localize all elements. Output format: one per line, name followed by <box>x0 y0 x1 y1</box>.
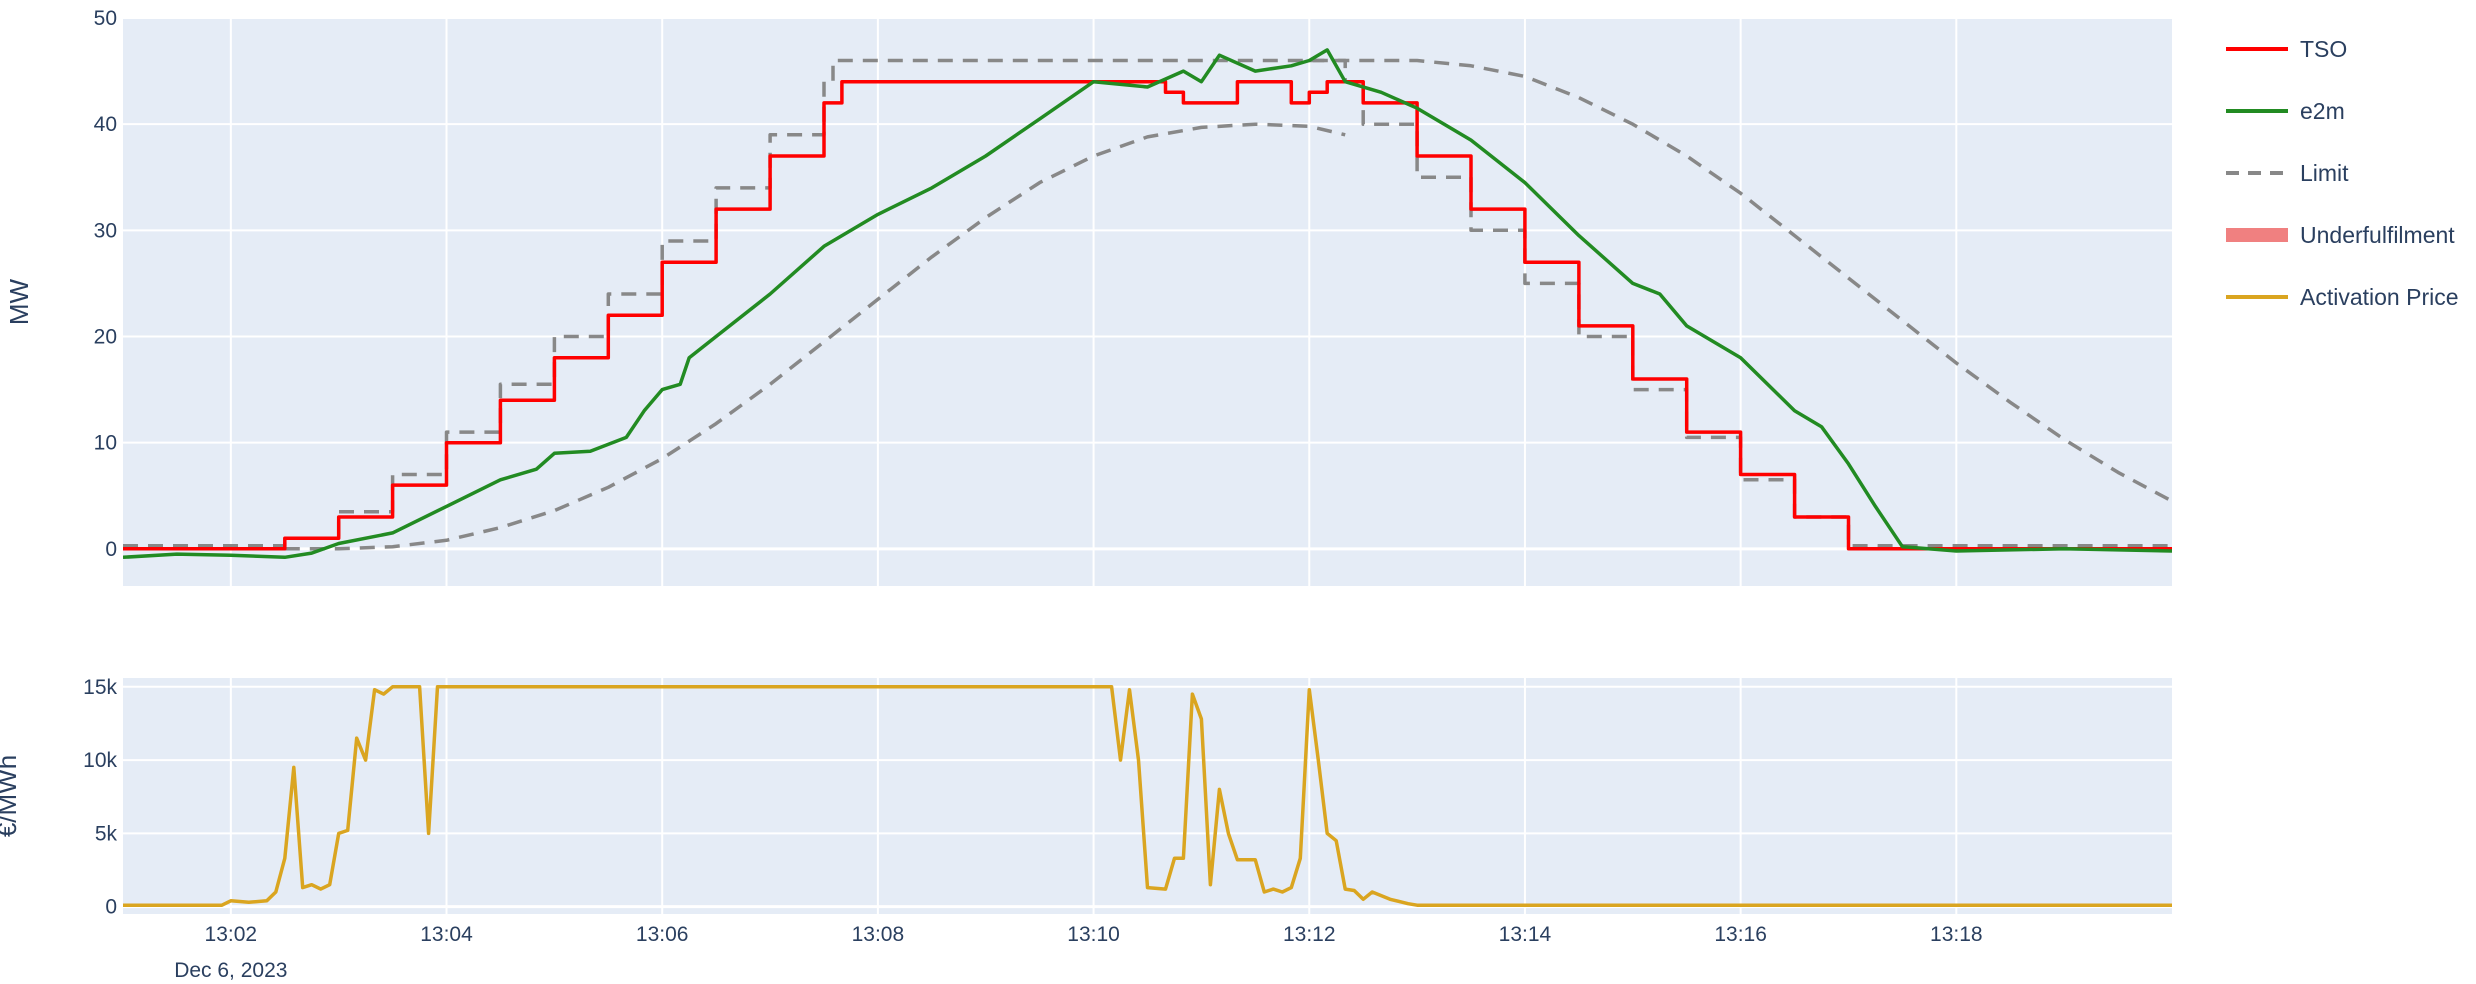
series-line-tso <box>123 79 2172 551</box>
x-tick-label: 13:16 <box>1714 923 1767 946</box>
legend-label: TSO <box>2300 36 2347 62</box>
legend-item-tso[interactable]: TSO <box>2226 36 2347 62</box>
y-tick-label: 0 <box>105 538 117 561</box>
legend-item-e2m[interactable]: e2m <box>2226 98 2345 124</box>
legend-item-limit[interactable]: Limit <box>2226 160 2349 186</box>
y-tick-label: 15k <box>83 676 117 699</box>
legend-item-activation-price[interactable]: Activation Price <box>2226 284 2459 310</box>
y-tick-label: 0 <box>105 896 117 919</box>
legend-label: Underfulfilment <box>2300 222 2455 248</box>
x-date-label: Dec 6, 2023 <box>174 959 287 982</box>
series-line-limit <box>284 122 1346 551</box>
x-tick-label: 13:10 <box>1067 923 1120 946</box>
legend-label: Activation Price <box>2300 284 2459 310</box>
subplot-1: 0 10 20 30 40 50 MW <box>4 7 2172 586</box>
legend-swatch <box>2226 228 2288 242</box>
y-axis-title: MW <box>4 278 34 325</box>
y-tick-label: 20 <box>94 326 117 349</box>
x-tick-label: 13:04 <box>420 923 473 946</box>
x-tick-label: 13:14 <box>1499 923 1552 946</box>
y-tick-label: 10k <box>83 749 117 772</box>
y-tick-label: 30 <box>94 219 117 242</box>
legend-item-underfulfilment[interactable]: Underfulfilment <box>2226 222 2455 248</box>
y-tick-label: 50 <box>94 7 117 30</box>
series-line-activation-price <box>123 685 2172 907</box>
y-tick-label: 40 <box>94 113 117 136</box>
legend-label: Limit <box>2300 160 2349 186</box>
x-tick-label: 13:08 <box>852 923 905 946</box>
y-tick-label: 5k <box>95 822 118 845</box>
x-tick-label: 13:12 <box>1283 923 1336 946</box>
x-tick-label: 13:02 <box>205 923 258 946</box>
series-line-e2m <box>123 48 2172 560</box>
x-tick-label: 13:18 <box>1930 923 1983 946</box>
legend: TSO e2m Limit Underfulfilment Activation Pri… <box>2226 36 2459 310</box>
legend-label: e2m <box>2300 98 2345 124</box>
plot-area <box>123 18 2172 586</box>
subplot-2: 0 5k 10k 15k €/MWh <box>0 676 2172 919</box>
y-tick-label: 10 <box>94 432 117 455</box>
x-tick-label: 13:06 <box>636 923 689 946</box>
y-axis-title: €/MWh <box>0 755 22 837</box>
series-line-limit <box>1309 58 2172 503</box>
